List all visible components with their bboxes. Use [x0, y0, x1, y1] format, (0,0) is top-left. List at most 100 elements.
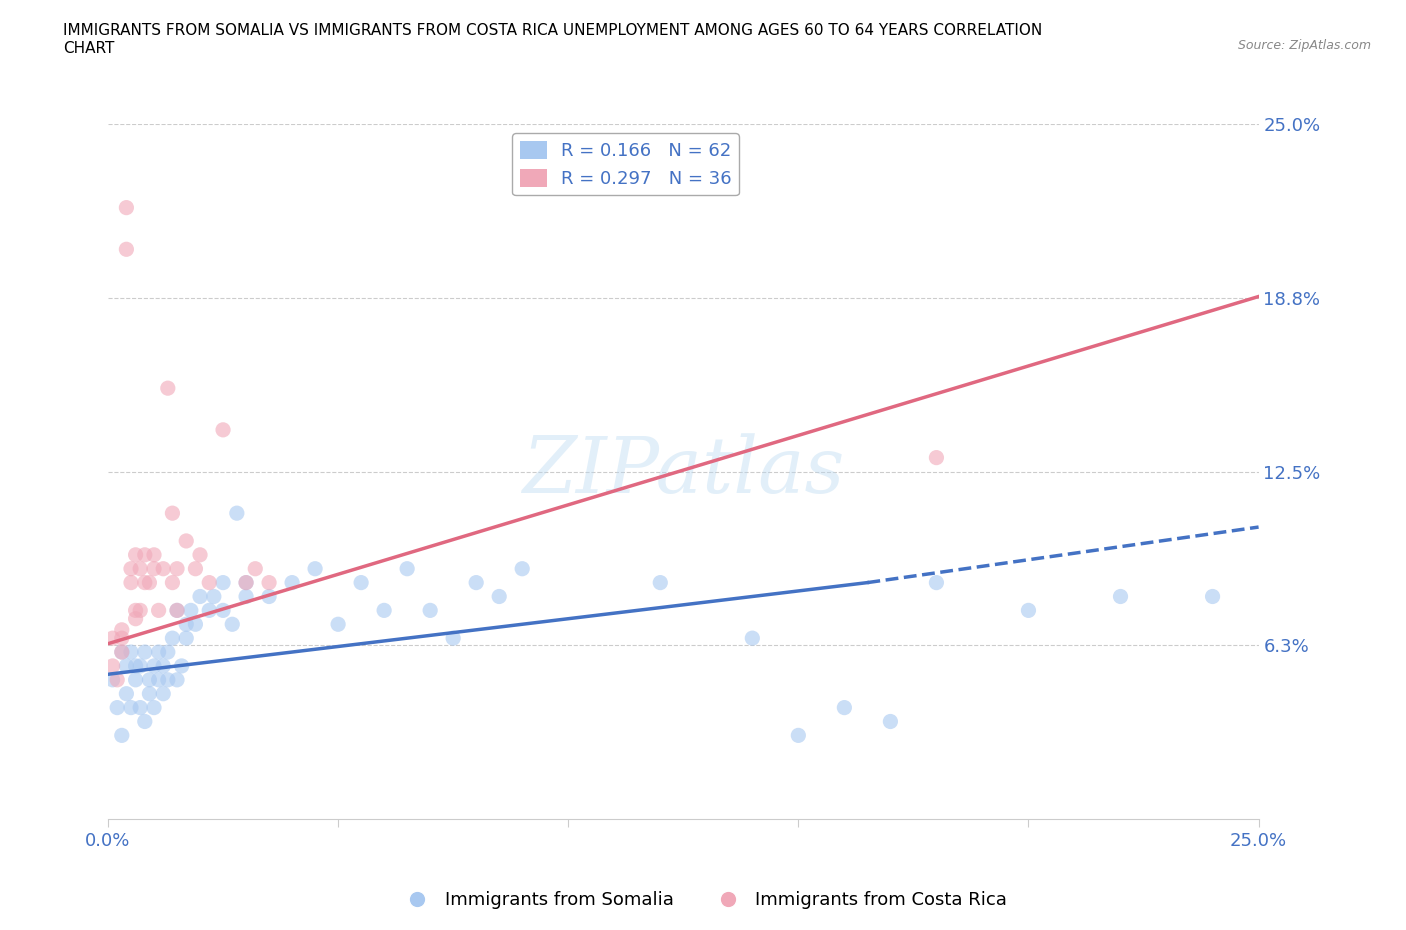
Point	[138, 686, 160, 701]
Point	[188, 548, 211, 563]
Point	[138, 672, 160, 687]
Point	[488, 589, 510, 604]
Point	[925, 450, 948, 465]
Point	[180, 603, 202, 618]
Point	[152, 562, 174, 577]
Point	[441, 631, 464, 645]
Text: IMMIGRANTS FROM SOMALIA VS IMMIGRANTS FROM COSTA RICA UNEMPLOYMENT AMONG AGES 60: IMMIGRANTS FROM SOMALIA VS IMMIGRANTS FR…	[63, 23, 1042, 56]
Point	[174, 631, 197, 645]
Point	[257, 589, 280, 604]
Point	[101, 658, 124, 673]
Point	[465, 575, 488, 590]
Point	[111, 622, 134, 637]
Point	[134, 548, 156, 563]
Point	[245, 562, 267, 577]
Point	[134, 575, 156, 590]
Point	[212, 422, 235, 437]
Point	[212, 603, 235, 618]
Point	[257, 575, 280, 590]
Legend: R = 0.166   N = 62, R = 0.297   N = 36: R = 0.166 N = 62, R = 0.297 N = 36	[512, 133, 740, 195]
Point	[115, 200, 138, 215]
Point	[101, 672, 124, 687]
Point	[143, 562, 166, 577]
Point	[235, 575, 257, 590]
Point	[143, 700, 166, 715]
Point	[124, 603, 146, 618]
Point	[281, 575, 304, 590]
Point	[198, 603, 221, 618]
Point	[510, 562, 533, 577]
Point	[152, 686, 174, 701]
Point	[105, 700, 128, 715]
Point	[148, 603, 170, 618]
Point	[304, 562, 326, 577]
Point	[120, 562, 142, 577]
Point	[221, 617, 243, 631]
Point	[166, 603, 188, 618]
Point	[1109, 589, 1132, 604]
Point	[101, 631, 124, 645]
Point	[373, 603, 395, 618]
Point	[115, 242, 138, 257]
Point	[129, 562, 152, 577]
Point	[115, 686, 138, 701]
Point	[148, 644, 170, 659]
Point	[1017, 603, 1039, 618]
Point	[156, 380, 179, 395]
Point	[879, 714, 901, 729]
Point	[162, 575, 184, 590]
Point	[396, 562, 419, 577]
Point	[166, 672, 188, 687]
Point	[166, 603, 188, 618]
Point	[834, 700, 856, 715]
Point	[143, 658, 166, 673]
Point	[115, 658, 138, 673]
Point	[143, 548, 166, 563]
Point	[148, 672, 170, 687]
Point	[124, 548, 146, 563]
Point	[105, 672, 128, 687]
Point	[156, 672, 179, 687]
Point	[235, 575, 257, 590]
Point	[202, 589, 225, 604]
Point	[124, 672, 146, 687]
Point	[162, 506, 184, 521]
Point	[162, 631, 184, 645]
Point	[174, 534, 197, 549]
Point	[787, 728, 810, 743]
Text: ZIPatlas: ZIPatlas	[522, 433, 845, 510]
Point	[235, 589, 257, 604]
Point	[350, 575, 373, 590]
Point	[120, 700, 142, 715]
Point	[212, 575, 235, 590]
Point	[120, 575, 142, 590]
Point	[129, 603, 152, 618]
Point	[326, 617, 349, 631]
Point	[174, 617, 197, 631]
Text: Source: ZipAtlas.com: Source: ZipAtlas.com	[1237, 39, 1371, 52]
Point	[650, 575, 672, 590]
Point	[134, 714, 156, 729]
Point	[419, 603, 441, 618]
Point	[129, 658, 152, 673]
Point	[170, 658, 193, 673]
Point	[156, 644, 179, 659]
Point	[138, 575, 160, 590]
Point	[925, 575, 948, 590]
Point	[111, 644, 134, 659]
Point	[184, 617, 207, 631]
Point	[741, 631, 763, 645]
Point	[152, 658, 174, 673]
Point	[188, 589, 211, 604]
Point	[225, 506, 247, 521]
Legend: Immigrants from Somalia, Immigrants from Costa Rica: Immigrants from Somalia, Immigrants from…	[392, 884, 1014, 916]
Point	[1201, 589, 1223, 604]
Point	[184, 562, 207, 577]
Point	[198, 575, 221, 590]
Point	[111, 644, 134, 659]
Point	[120, 644, 142, 659]
Point	[129, 700, 152, 715]
Point	[111, 728, 134, 743]
Point	[124, 658, 146, 673]
Point	[134, 644, 156, 659]
